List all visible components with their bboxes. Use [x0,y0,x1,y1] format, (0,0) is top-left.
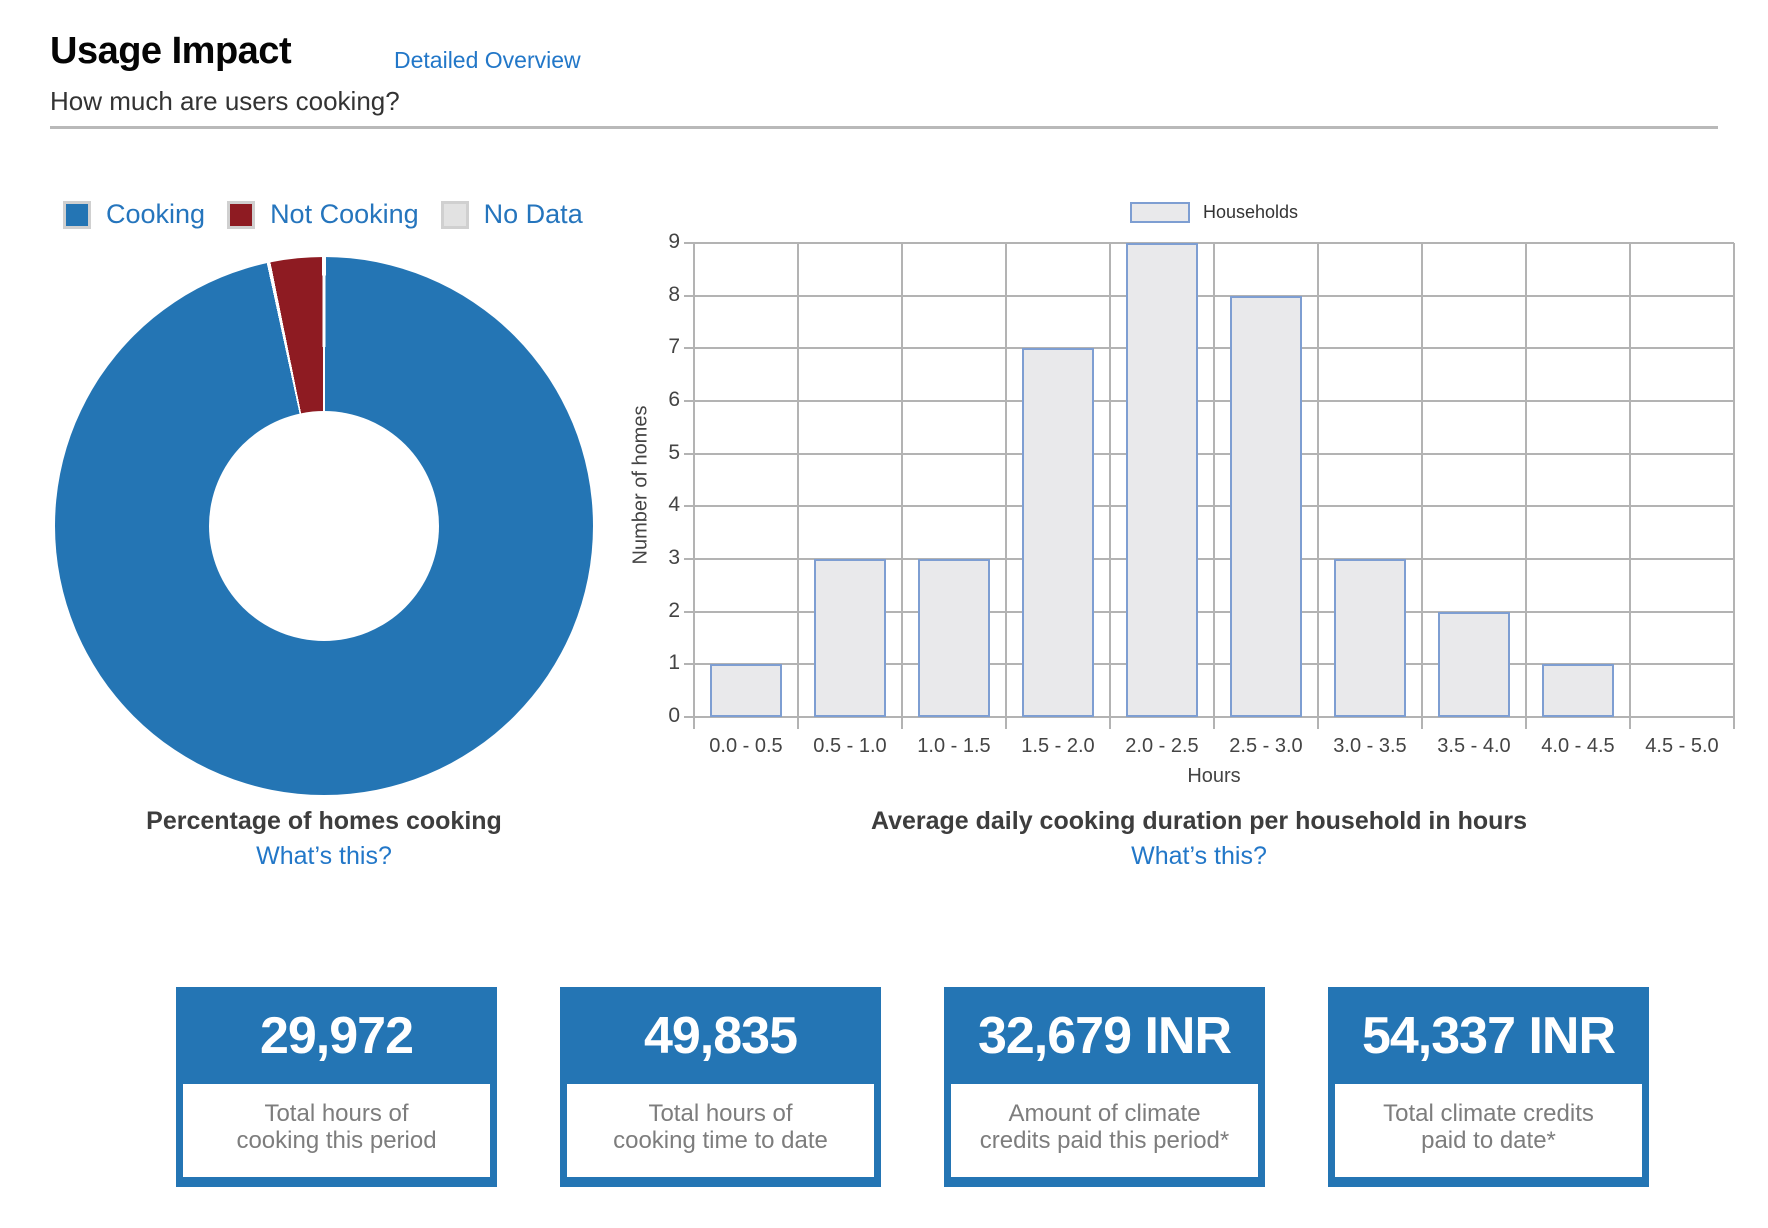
x-tick-label-7: 3.5 - 4.0 [1437,735,1511,757]
y-tick-label-5: 5 [668,440,680,464]
bar-0.0-0.5[interactable] [710,664,782,717]
bar-2.5-3.0[interactable] [1230,295,1302,717]
gridline-x-5 [1213,243,1215,729]
gridline-x-0 [693,243,695,729]
stat-card-value-1: 29,972 [259,1006,414,1065]
y-tick-label-2: 2 [668,598,680,622]
gridline-y-1 [684,663,1734,666]
x-axis-title: Hours [1187,765,1241,787]
legend-label-cooking: Cooking [106,199,206,229]
gridline-x-8 [1525,243,1527,729]
x-tick-label-5: 2.5 - 3.0 [1229,735,1303,757]
gridline-y-9 [684,242,1734,244]
x-tick-label-3: 1.5 - 2.0 [1021,735,1095,757]
gridline-x-9 [1629,243,1631,729]
gridline-x-7 [1421,243,1423,729]
x-tick-label-4: 2.0 - 2.5 [1125,735,1199,757]
stat-card-value-4: 54,337 INR [1361,1006,1616,1065]
stat-card-3: 32,679 INR Amount of climate credits paid… [944,987,1265,1187]
legend-swatch-cooking [63,200,91,229]
stat-card-1: 29,972 Total hours of cooking this period [176,987,497,1187]
gridline-y-2 [684,610,1734,613]
stat-card-label-2: Total hours of cooking time to date [567,1084,874,1177]
y-tick-label-8: 8 [668,282,680,306]
gridline-x-6 [1317,243,1319,729]
y-tick-label-0: 0 [668,704,680,727]
y-tick-label-7: 7 [668,335,680,359]
bar-2.0-2.5[interactable] [1126,243,1198,717]
histogram-title: Average daily cooking duration per house… [870,807,1528,835]
legend-swatch-no-data [440,200,469,229]
stat-card-value-2: 49,835 [643,1006,798,1065]
legend-item-cooking[interactable]: Cooking [63,199,205,230]
y-axis-title: Number of homes [629,405,652,565]
page-subtitle: How much are users cooking? [50,86,400,116]
bar-0.5-1.0[interactable] [814,559,886,717]
gridline-x-10 [1733,243,1735,729]
bar-1.0-1.5[interactable] [918,559,990,717]
stat-card-2: 49,835 Total hours of cooking time to dat… [560,987,881,1187]
y-tick-label-3: 3 [668,546,680,569]
stat-card-4: 54,337 INR Total climate credits paid to … [1328,987,1649,1187]
gridline-x-2 [901,243,903,729]
x-tick-label-8: 4.0 - 4.5 [1541,735,1615,757]
gridline-y-3 [684,558,1734,560]
donut-chart-title: Percentage of homes cooking [146,807,502,835]
legend-label-no-data: No Data [483,199,583,229]
y-tick-label-1: 1 [668,651,680,675]
pie-legend: Cooking Not Cooking No Data [63,199,583,230]
gridline-y-7 [684,347,1734,350]
stat-card-label-1: Total hours of cooking this period [183,1084,490,1177]
gridline-y-0 [684,716,1734,718]
histogram-plot: 0 1 2 3 4 5 6 7 8 9 0.0 - 0.5 0.5 - 1.0 1.0 - 1.5 1.5… [668,230,1735,757]
page-title: Usage Impact [50,30,292,72]
bar-1.5-2.0[interactable] [1022,348,1094,717]
stat-cards: 29,972 Total hours of cooking this period… [176,987,1649,1187]
gridline-y-8 [684,294,1734,297]
y-tick-label-9: 9 [668,230,680,253]
households-legend-label: Households [1202,202,1299,222]
gridline-x-4 [1109,243,1111,729]
gridline-y-6 [684,400,1734,402]
stat-card-value-3: 32,679 INR [977,1006,1232,1065]
x-tick-label-9: 4.5 - 5.0 [1645,735,1719,757]
legend-swatch-not-cooking [227,200,256,229]
bar-3.5-4.0[interactable] [1438,611,1510,717]
gridline-y-5 [684,452,1734,455]
y-tick-label-6: 6 [668,388,680,411]
gridline-y-4 [684,505,1734,508]
stat-card-label-4: Total climate credits paid to date* [1335,1084,1642,1177]
x-tick-label-2: 1.0 - 1.5 [917,735,991,757]
histogram-legend: Households [694,202,1734,223]
detailed-overview-link[interactable]: Detailed Overview [394,47,581,73]
households-legend-swatch[interactable] [1129,202,1190,223]
bar-3.0-3.5[interactable] [1334,559,1406,717]
donut-hole [209,411,439,641]
y-tick-label-4: 4 [668,493,680,517]
legend-item-no-data[interactable]: No Data [440,199,583,230]
legend-item-not-cooking[interactable]: Not Cooking [227,199,419,230]
gridline-x-1 [797,243,799,729]
x-tick-label-0: 0.0 - 0.5 [709,735,783,757]
legend-label-not-cooking: Not Cooking [270,199,419,229]
bar-4.0-4.5[interactable] [1542,664,1614,717]
donut-whats-this-link[interactable]: What’s this? [256,842,392,870]
x-tick-label-6: 3.0 - 3.5 [1333,735,1407,757]
gridline-x-3 [1005,243,1007,729]
donut-chart[interactable] [55,257,593,795]
x-tick-label-1: 0.5 - 1.0 [813,735,887,757]
histogram-whats-this-link[interactable]: What’s this? [1131,842,1267,870]
stat-card-label-3: Amount of climate credits paid this peri… [951,1084,1258,1177]
header-divider [50,126,1718,129]
